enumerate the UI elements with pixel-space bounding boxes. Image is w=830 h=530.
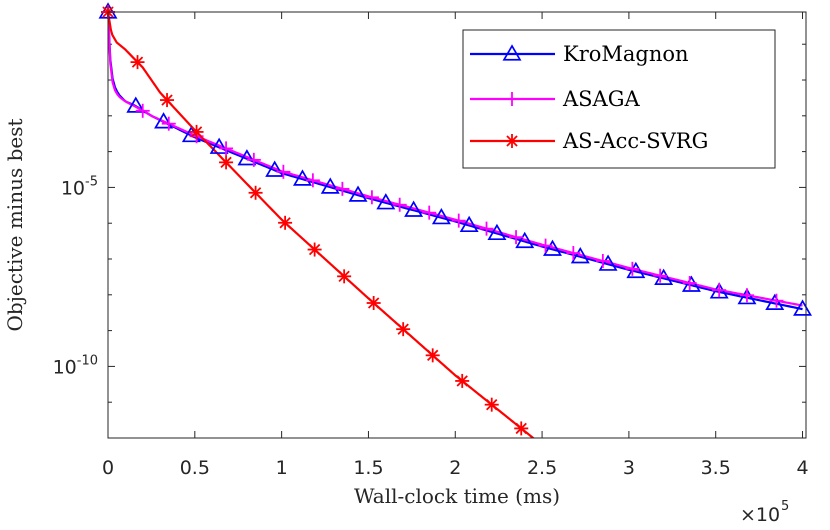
x-axis-multiplier-exponent: 5 xyxy=(781,499,789,514)
data-point-as-acc-svrg xyxy=(248,185,263,200)
data-point-asaga xyxy=(276,164,291,179)
data-point-as-acc-svrg xyxy=(366,296,381,311)
data-point-asaga xyxy=(625,261,640,276)
x-axis-label: Wall-clock time (ms) xyxy=(354,484,560,508)
x-tick-labels: 0 0.5 1 1.5 2 2.5 3 3.5 4 xyxy=(102,457,809,479)
data-point-as-acc-svrg xyxy=(307,242,322,257)
data-point-asaga xyxy=(538,238,553,253)
data-point-asaga xyxy=(422,205,437,220)
data-point-kromagnon xyxy=(154,112,174,129)
data-point-kromagnon xyxy=(292,169,312,186)
data-point-asaga xyxy=(595,253,610,268)
x-tick-label: 2.5 xyxy=(527,457,557,479)
data-point-kromagnon xyxy=(570,247,590,264)
data-point-kromagnon xyxy=(181,125,201,143)
data-point-as-acc-svrg xyxy=(484,397,499,412)
data-point-asaga xyxy=(682,275,697,290)
series-line-as-acc-svrg xyxy=(108,12,535,438)
data-point-as-acc-svrg xyxy=(219,155,234,170)
x-tick-label: 3.5 xyxy=(701,457,731,479)
data-point-kromagnon xyxy=(765,293,785,311)
legend-marker xyxy=(502,44,522,61)
data-point-kromagnon xyxy=(376,193,396,210)
x-axis-multiplier: ×10 xyxy=(740,504,780,526)
data-point-asaga xyxy=(246,152,261,167)
data-point-kromagnon xyxy=(348,185,368,202)
data-point-as-acc-svrg xyxy=(160,93,175,108)
data-point-asaga xyxy=(335,181,350,196)
data-point-kromagnon xyxy=(404,200,424,217)
data-point-as-acc-svrg xyxy=(455,373,470,388)
legend-item: ASAGA xyxy=(470,87,640,111)
legend-label: ASAGA xyxy=(562,87,640,111)
data-point-asaga xyxy=(219,141,234,156)
y-axis-label: Objective minus best xyxy=(3,118,27,331)
y-tick-label: 10-10 xyxy=(53,353,98,378)
data-point-asaga xyxy=(712,283,727,298)
y-tick-label: 10-5 xyxy=(61,174,98,199)
data-point-as-acc-svrg xyxy=(396,322,411,337)
x-tick-label: 1 xyxy=(276,457,288,479)
data-point-kromagnon xyxy=(320,177,340,194)
data-point-kromagnon xyxy=(209,137,229,154)
data-point-asaga xyxy=(451,213,466,228)
data-point-as-acc-svrg xyxy=(337,269,352,284)
data-point-kromagnon xyxy=(543,239,562,256)
data-point-kromagnon xyxy=(431,208,451,225)
legend-item: AS-Acc-SVRG xyxy=(470,129,708,153)
legend-item: KroMagnon xyxy=(470,42,689,66)
x-tick-label: 3 xyxy=(623,457,635,479)
data-point-kromagnon xyxy=(737,287,757,305)
data-point-as-acc-svrg xyxy=(514,421,529,436)
axis-ticks xyxy=(107,12,806,438)
data-point-kromagnon xyxy=(459,215,479,233)
data-point-asaga xyxy=(509,230,524,245)
x-tick-label: 0 xyxy=(102,457,114,479)
data-point-kromagnon xyxy=(515,231,535,249)
data-point-kromagnon xyxy=(126,96,146,113)
legend-marker xyxy=(505,92,519,106)
data-point-asaga xyxy=(566,246,581,261)
data-point-asaga xyxy=(364,190,379,205)
data-point-kromagnon xyxy=(598,254,618,271)
data-point-as-acc-svrg xyxy=(130,55,145,70)
legend-label: AS-Acc-SVRG xyxy=(562,129,708,153)
data-point-asaga xyxy=(739,288,754,303)
y-tick-labels: 10-5 10-10 xyxy=(53,174,98,378)
x-tick-label: 1.5 xyxy=(353,457,383,479)
data-point-kromagnon xyxy=(237,149,257,166)
data-point-kromagnon xyxy=(681,275,701,292)
data-point-asaga xyxy=(161,116,176,131)
x-tick-label: 0.5 xyxy=(180,457,210,479)
legend-marker xyxy=(505,134,519,148)
data-point-asaga xyxy=(479,221,494,236)
plot-frame xyxy=(107,11,807,439)
data-point-as-acc-svrg xyxy=(425,348,440,363)
legend-label: KroMagnon xyxy=(563,42,689,66)
data-point-as-acc-svrg xyxy=(189,124,204,139)
x-tick-label: 4 xyxy=(796,457,808,479)
legend: KroMagnon ASAGA AS-Acc-SVRG xyxy=(462,29,776,169)
data-point-kromagnon xyxy=(793,299,813,316)
data-point-kromagnon xyxy=(487,223,507,241)
data-point-asaga xyxy=(653,268,668,283)
data-point-asaga xyxy=(392,197,407,212)
data-point-asaga xyxy=(769,293,784,308)
data-point-as-acc-svrg xyxy=(278,215,293,230)
markers-layer xyxy=(98,2,813,436)
data-point-asaga xyxy=(135,103,150,118)
data-point-asaga xyxy=(305,173,320,188)
data-point-kromagnon xyxy=(265,160,285,177)
x-tick-label: 2 xyxy=(449,457,461,479)
